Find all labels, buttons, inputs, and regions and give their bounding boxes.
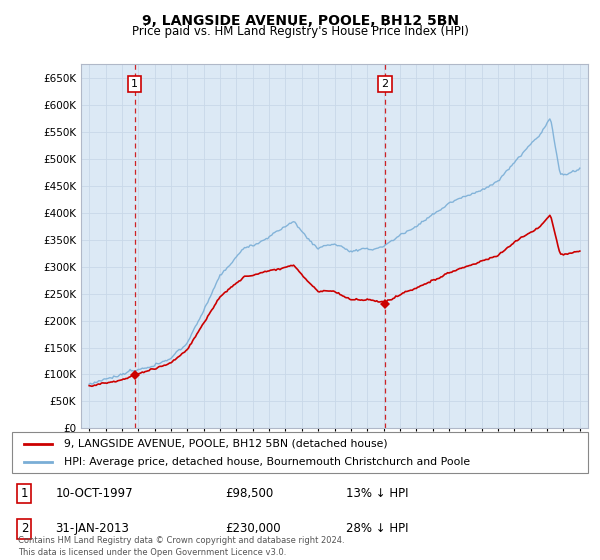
Text: 2: 2 xyxy=(382,79,388,89)
Text: 9, LANGSIDE AVENUE, POOLE, BH12 5BN: 9, LANGSIDE AVENUE, POOLE, BH12 5BN xyxy=(142,14,458,28)
Text: 1: 1 xyxy=(20,487,28,500)
Text: Price paid vs. HM Land Registry's House Price Index (HPI): Price paid vs. HM Land Registry's House … xyxy=(131,25,469,38)
Text: 10-OCT-1997: 10-OCT-1997 xyxy=(55,487,133,500)
Text: 2: 2 xyxy=(20,522,28,535)
Text: 9, LANGSIDE AVENUE, POOLE, BH12 5BN (detached house): 9, LANGSIDE AVENUE, POOLE, BH12 5BN (det… xyxy=(64,439,388,449)
Text: 13% ↓ HPI: 13% ↓ HPI xyxy=(346,487,409,500)
Text: 28% ↓ HPI: 28% ↓ HPI xyxy=(346,522,409,535)
Text: 31-JAN-2013: 31-JAN-2013 xyxy=(55,522,129,535)
Text: £98,500: £98,500 xyxy=(225,487,274,500)
Text: Contains HM Land Registry data © Crown copyright and database right 2024.
This d: Contains HM Land Registry data © Crown c… xyxy=(18,536,344,557)
Text: HPI: Average price, detached house, Bournemouth Christchurch and Poole: HPI: Average price, detached house, Bour… xyxy=(64,457,470,466)
Text: £230,000: £230,000 xyxy=(225,522,281,535)
Text: 1: 1 xyxy=(131,79,138,89)
